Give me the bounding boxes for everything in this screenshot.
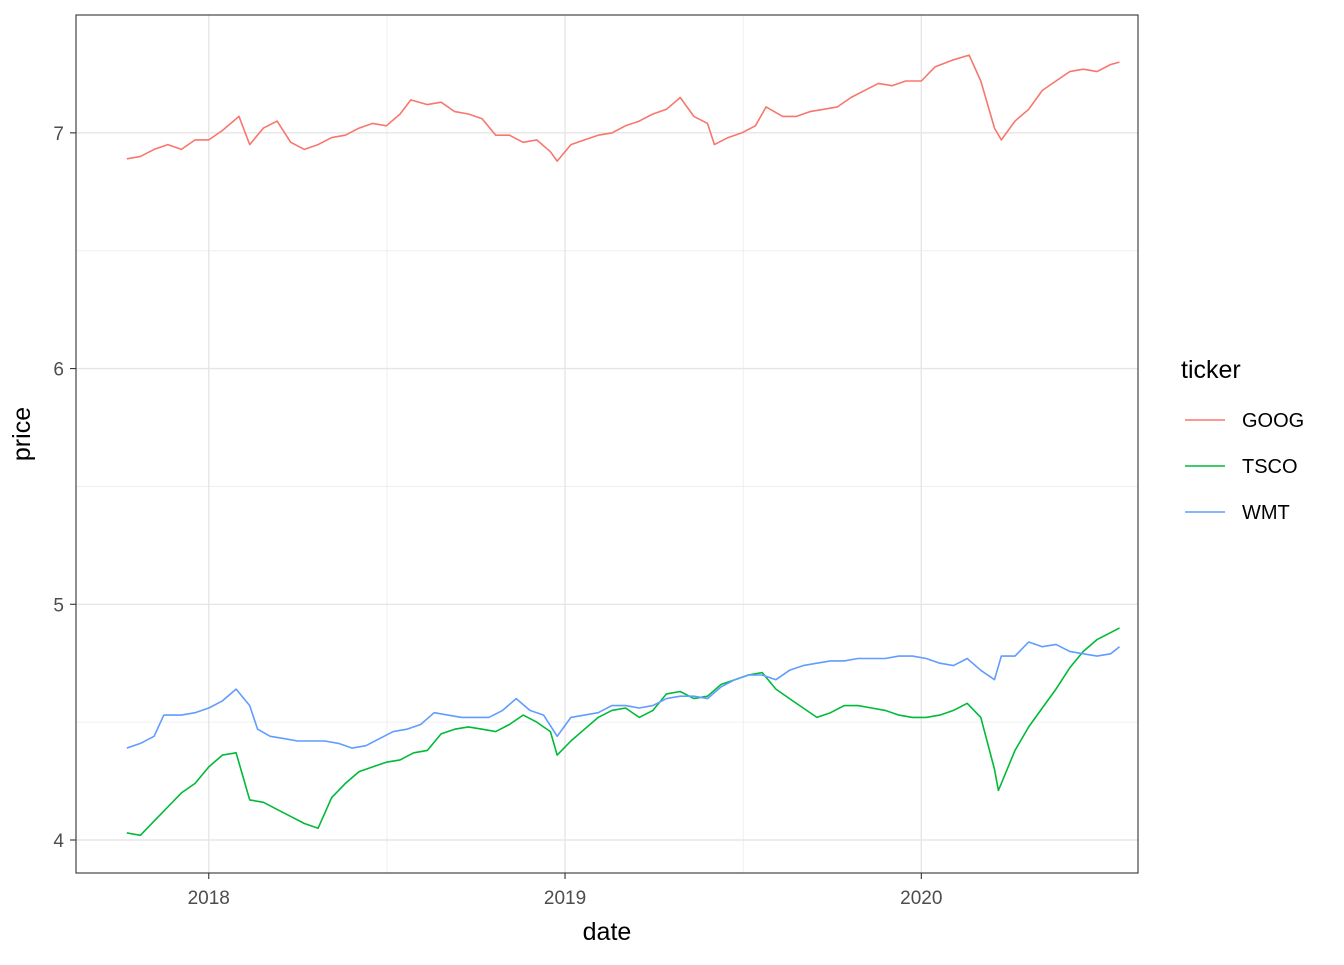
grid-lines <box>76 15 1138 873</box>
x-axis-title: date <box>583 918 632 946</box>
y-tick-label: 6 <box>53 360 64 381</box>
series-line-tsco <box>126 627 1120 837</box>
legend: ticker GOOG TSCO WMT <box>1181 356 1304 524</box>
x-tick-label: 2019 <box>544 888 586 909</box>
plot-panel-border <box>75 14 1139 874</box>
legend-label-wmt: WMT <box>1242 502 1290 524</box>
x-tick-label: 2018 <box>188 888 230 909</box>
series-line-wmt <box>126 641 1121 749</box>
legend-items: GOOG TSCO WMT <box>1185 410 1304 524</box>
y-tick-label: 5 <box>53 595 64 616</box>
y-tick-label: 4 <box>53 831 64 852</box>
series-lines <box>126 54 1121 837</box>
series-line-goog <box>126 54 1120 162</box>
y-axis-title: price <box>8 407 36 461</box>
x-tick-label: 2020 <box>900 888 942 909</box>
legend-label-goog: GOOG <box>1242 410 1304 432</box>
y-tick-label: 7 <box>53 124 64 145</box>
legend-title: ticker <box>1181 356 1241 384</box>
axes: 2018 2019 2020 4 5 6 7 <box>53 124 942 909</box>
legend-label-tsco: TSCO <box>1242 456 1298 478</box>
